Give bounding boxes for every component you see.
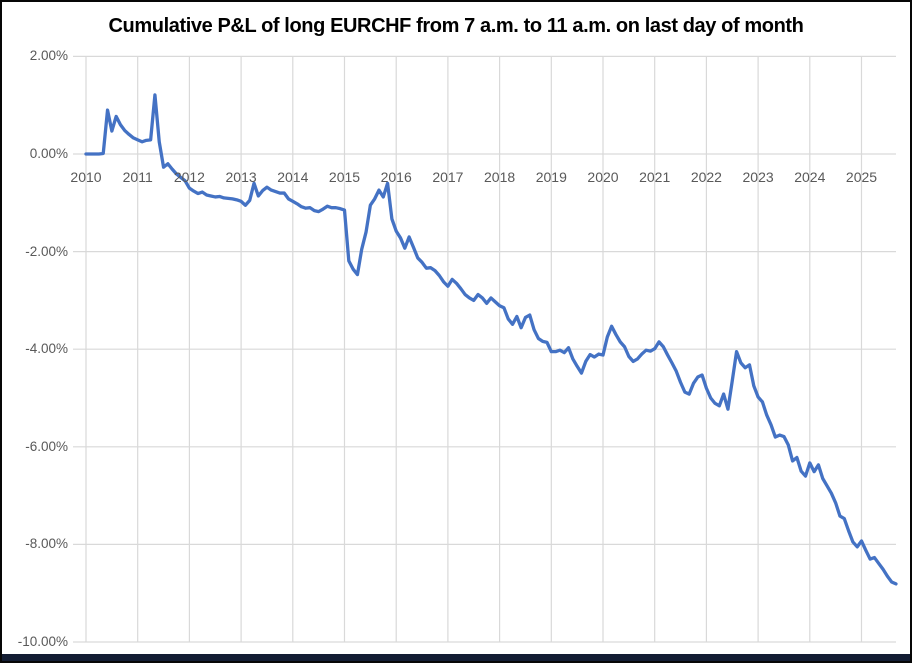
x-axis-tick-label: 2021 xyxy=(639,169,671,185)
x-axis-tick-label: 2020 xyxy=(587,169,619,185)
bottom-bar xyxy=(2,654,910,661)
x-axis-tick-label: 2016 xyxy=(380,169,412,185)
y-axis-tick-label: 0.00% xyxy=(29,146,68,161)
x-axis-tick-label: 2014 xyxy=(277,169,309,185)
y-axis-tick-label: -4.00% xyxy=(25,341,68,357)
x-axis-tick-label: 2022 xyxy=(690,169,722,185)
x-axis-tick-label: 2013 xyxy=(225,169,257,185)
chart-title: Cumulative P&L of long EURCHF from 7 a.m… xyxy=(108,15,804,37)
y-axis-tick-label: -8.00% xyxy=(25,536,68,552)
y-axis-tick-label: -10.00% xyxy=(17,634,68,649)
y-axis-tick-label: 2.00% xyxy=(29,48,68,64)
x-axis-tick-label: 2018 xyxy=(484,169,516,185)
x-axis-tick-label: 2012 xyxy=(173,169,205,185)
x-axis-tick-label: 2010 xyxy=(70,169,102,185)
y-axis-tick-label: -2.00% xyxy=(25,243,68,259)
x-axis-tick-label: 2015 xyxy=(328,169,361,185)
x-axis-tick-label: 2025 xyxy=(845,169,878,185)
pnl-line-series xyxy=(84,93,898,586)
x-axis-tick-label: 2024 xyxy=(794,169,826,185)
y-axis-tick-label: -6.00% xyxy=(25,438,68,454)
x-axis-tick-label: 2019 xyxy=(535,169,567,185)
x-axis-tick-label: 2017 xyxy=(432,169,464,185)
x-axis-tick-label: 2011 xyxy=(122,169,153,185)
x-axis-tick-label: 2023 xyxy=(742,169,774,185)
